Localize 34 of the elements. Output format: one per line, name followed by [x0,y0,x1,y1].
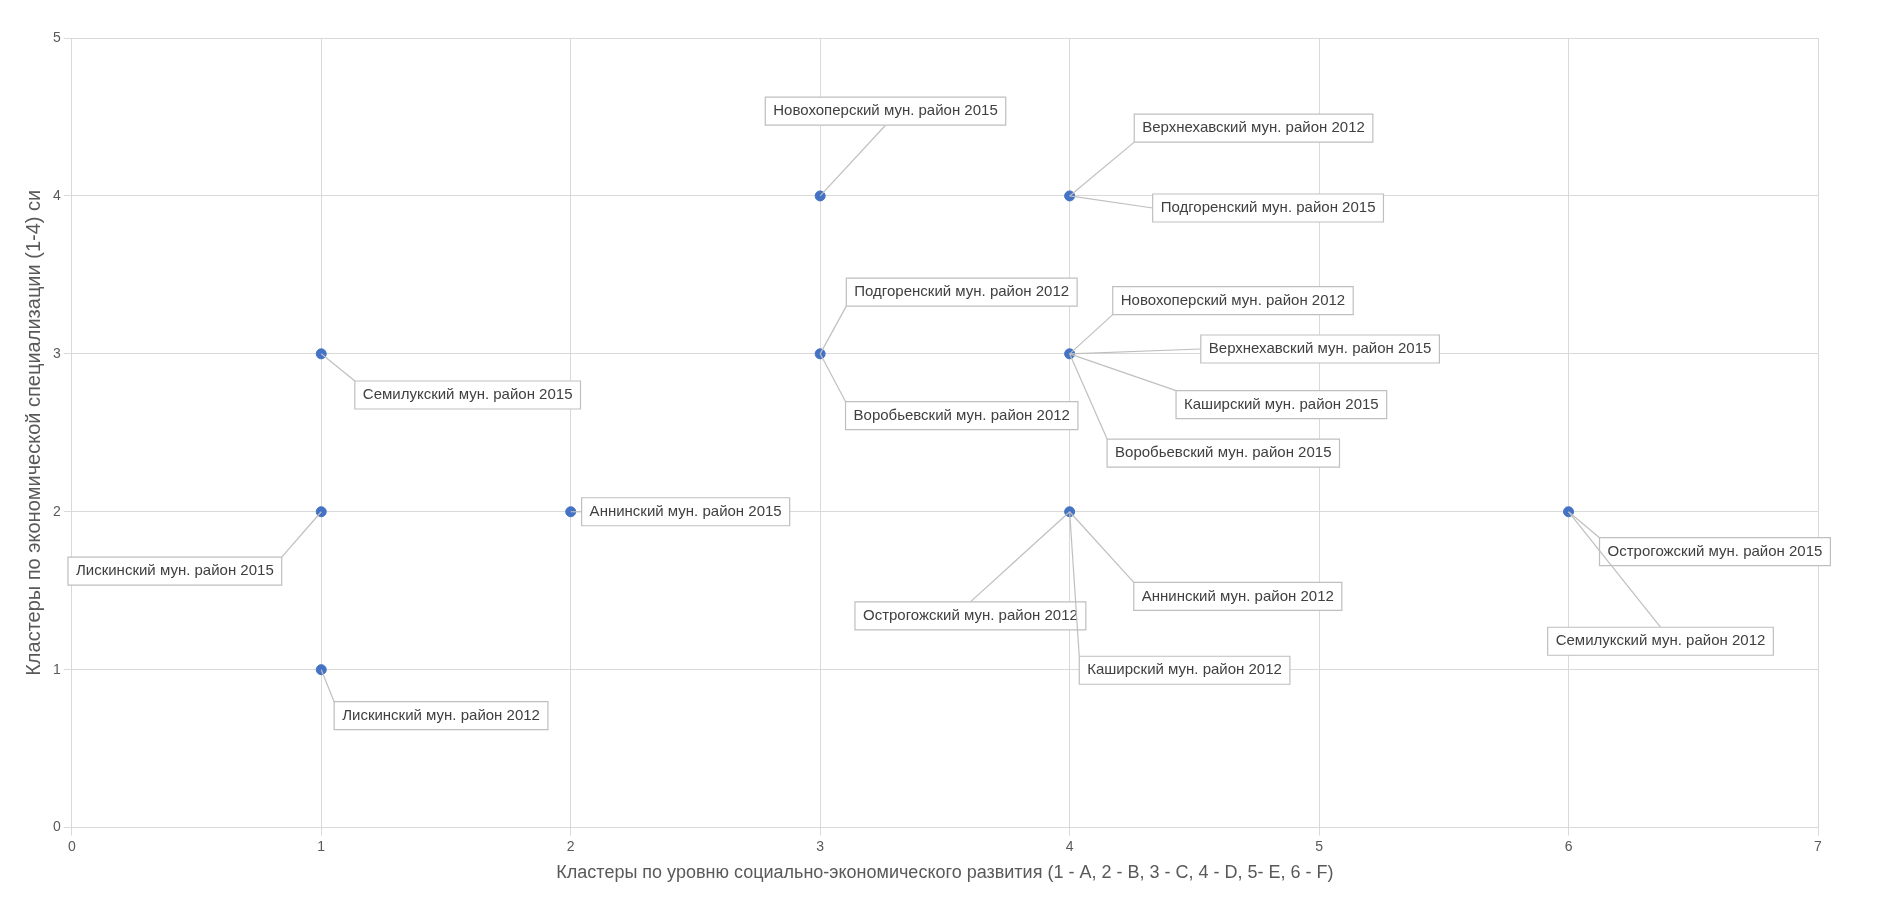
y-tick-label: 5 [52,28,61,45]
annotation: Воробьевский мун. район 2012 [853,405,1070,423]
y-tick-label: 4 [52,186,61,203]
x-tick-label: 0 [67,837,76,854]
annotation: Верхнехавский мун. район 2012 [1142,118,1365,136]
annotation: Каширский мун. район 2012 [1087,660,1282,678]
y-tick-label: 3 [52,344,61,361]
x-tick-label: 2 [566,837,575,854]
annotation: Лискинский мун. район 2015 [75,561,274,579]
y-axis-title: Кластеры по экономической специализации (1-4) си [21,189,44,676]
x-axis-title: Кластеры по уровню социально-экономического развития (1 - A, 2 - B, 3 - C, 4 - D, 5- E, 6 - F) [556,862,1334,883]
x-tick-label: 5 [1315,837,1324,854]
annotation: Семилукский мун. район 2015 [362,385,573,403]
annotation: Лискинский мун. район 2012 [342,705,540,723]
x-tick-label: 3 [816,837,825,854]
annotation: Острогожский мун. район 2015 [1607,541,1823,559]
annotation: Аннинский мун. район 2015 [589,501,782,519]
x-tick-label: 6 [1564,837,1573,854]
annotation: Новохоперский мун. район 2012 [1120,290,1346,308]
annotation: Каширский мун. район 2015 [1184,394,1379,412]
y-tick-label: 1 [52,660,61,677]
x-tick-label: 4 [1065,837,1074,854]
annotation: Аннинский мун. район 2012 [1141,586,1334,604]
annotation: Верхнехавский мун. район 2015 [1208,339,1432,357]
annotation: Воробьевский мун. район 2015 [1115,443,1332,461]
annotation: Новохоперский мун. район 2015 [773,101,998,119]
x-tick-label: 7 [1814,837,1823,854]
x-tick-label: 1 [317,837,326,854]
annotation: Подгоренский мун. район 2015 [1160,198,1376,216]
annotation: Острогожский мун. район 2012 [862,605,1078,623]
y-tick-label: 2 [52,502,61,519]
y-tick-label: 0 [52,818,61,835]
annotation: Семилукский мун. район 2012 [1555,631,1766,649]
annotation: Подгоренский мун. район 2012 [854,282,1070,300]
